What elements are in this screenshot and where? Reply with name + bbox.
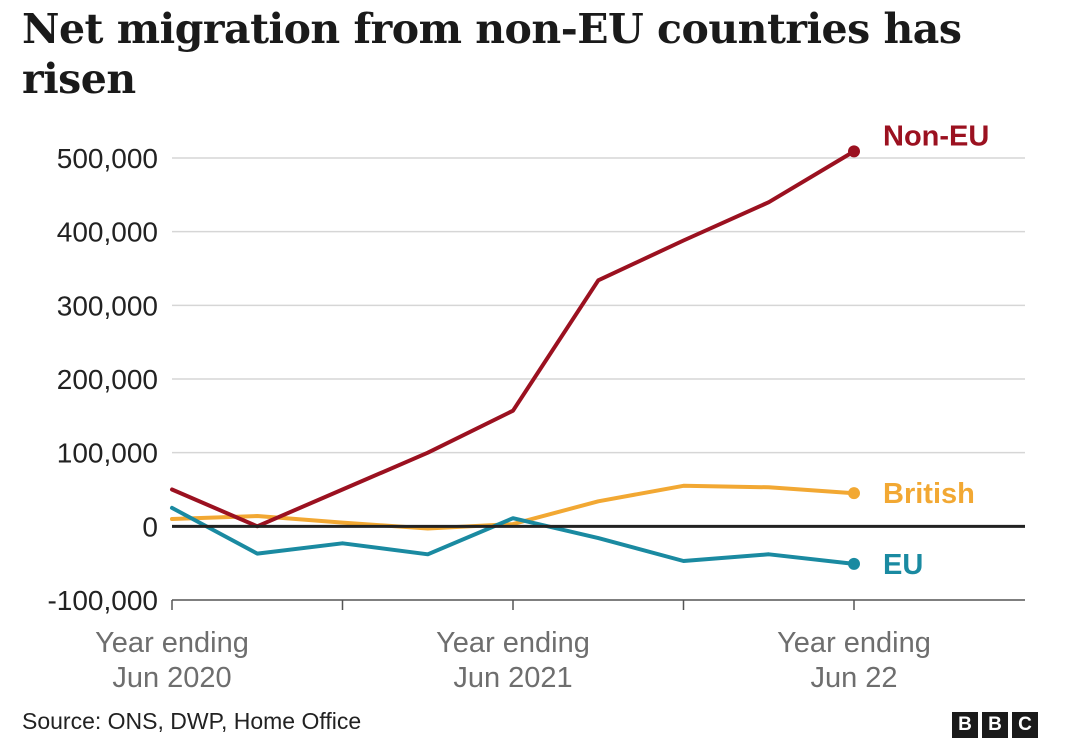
- chart-title: Net migration from non-EU countries has …: [22, 5, 962, 103]
- y-tick-label: -100,000: [47, 585, 158, 616]
- logo-letter: B: [952, 712, 978, 738]
- series-label-eu: EU: [883, 549, 923, 581]
- y-tick-label: 0: [142, 511, 158, 542]
- y-axis-tick-labels: 500,000 400,000 300,000 200,000 100,000 0 -100…: [47, 143, 158, 616]
- series-end-marker: [848, 145, 860, 158]
- gridlines: [172, 157, 1025, 454]
- series-end-marker: [848, 487, 860, 500]
- bbc-logo: B B C: [952, 712, 1038, 738]
- y-tick-label: 300,000: [57, 290, 158, 321]
- x-tick-label-line2: Jun 2020: [112, 662, 231, 694]
- y-tick-label: 200,000: [57, 364, 158, 395]
- series-label-non-eu: Non-EU: [883, 120, 989, 152]
- x-tick-label-line1: Year ending: [436, 627, 590, 659]
- series-labels: British EU Non-EU: [883, 120, 989, 581]
- series-end-marker: [848, 557, 860, 570]
- series-line-non-eu: [170, 149, 856, 529]
- source-note: Source: ONS, DWP, Home Office: [22, 708, 362, 734]
- y-tick-label: 100,000: [57, 438, 158, 469]
- x-tick-label-line1: Year ending: [95, 627, 249, 659]
- series-lines: [170, 145, 1025, 570]
- series-line-eu: [170, 505, 856, 566]
- series-label-british: British: [883, 478, 975, 510]
- x-tick-label-line2: Jun 22: [810, 662, 897, 694]
- x-tick-label-line1: Year ending: [777, 627, 931, 659]
- x-tick-label-line2: Jun 2021: [453, 662, 572, 694]
- y-tick-label: 400,000: [57, 217, 158, 248]
- series-line-british: [170, 483, 856, 531]
- logo-letter: B: [982, 712, 1008, 738]
- logo-letter: C: [1012, 712, 1038, 738]
- y-tick-label: 500,000: [57, 143, 158, 174]
